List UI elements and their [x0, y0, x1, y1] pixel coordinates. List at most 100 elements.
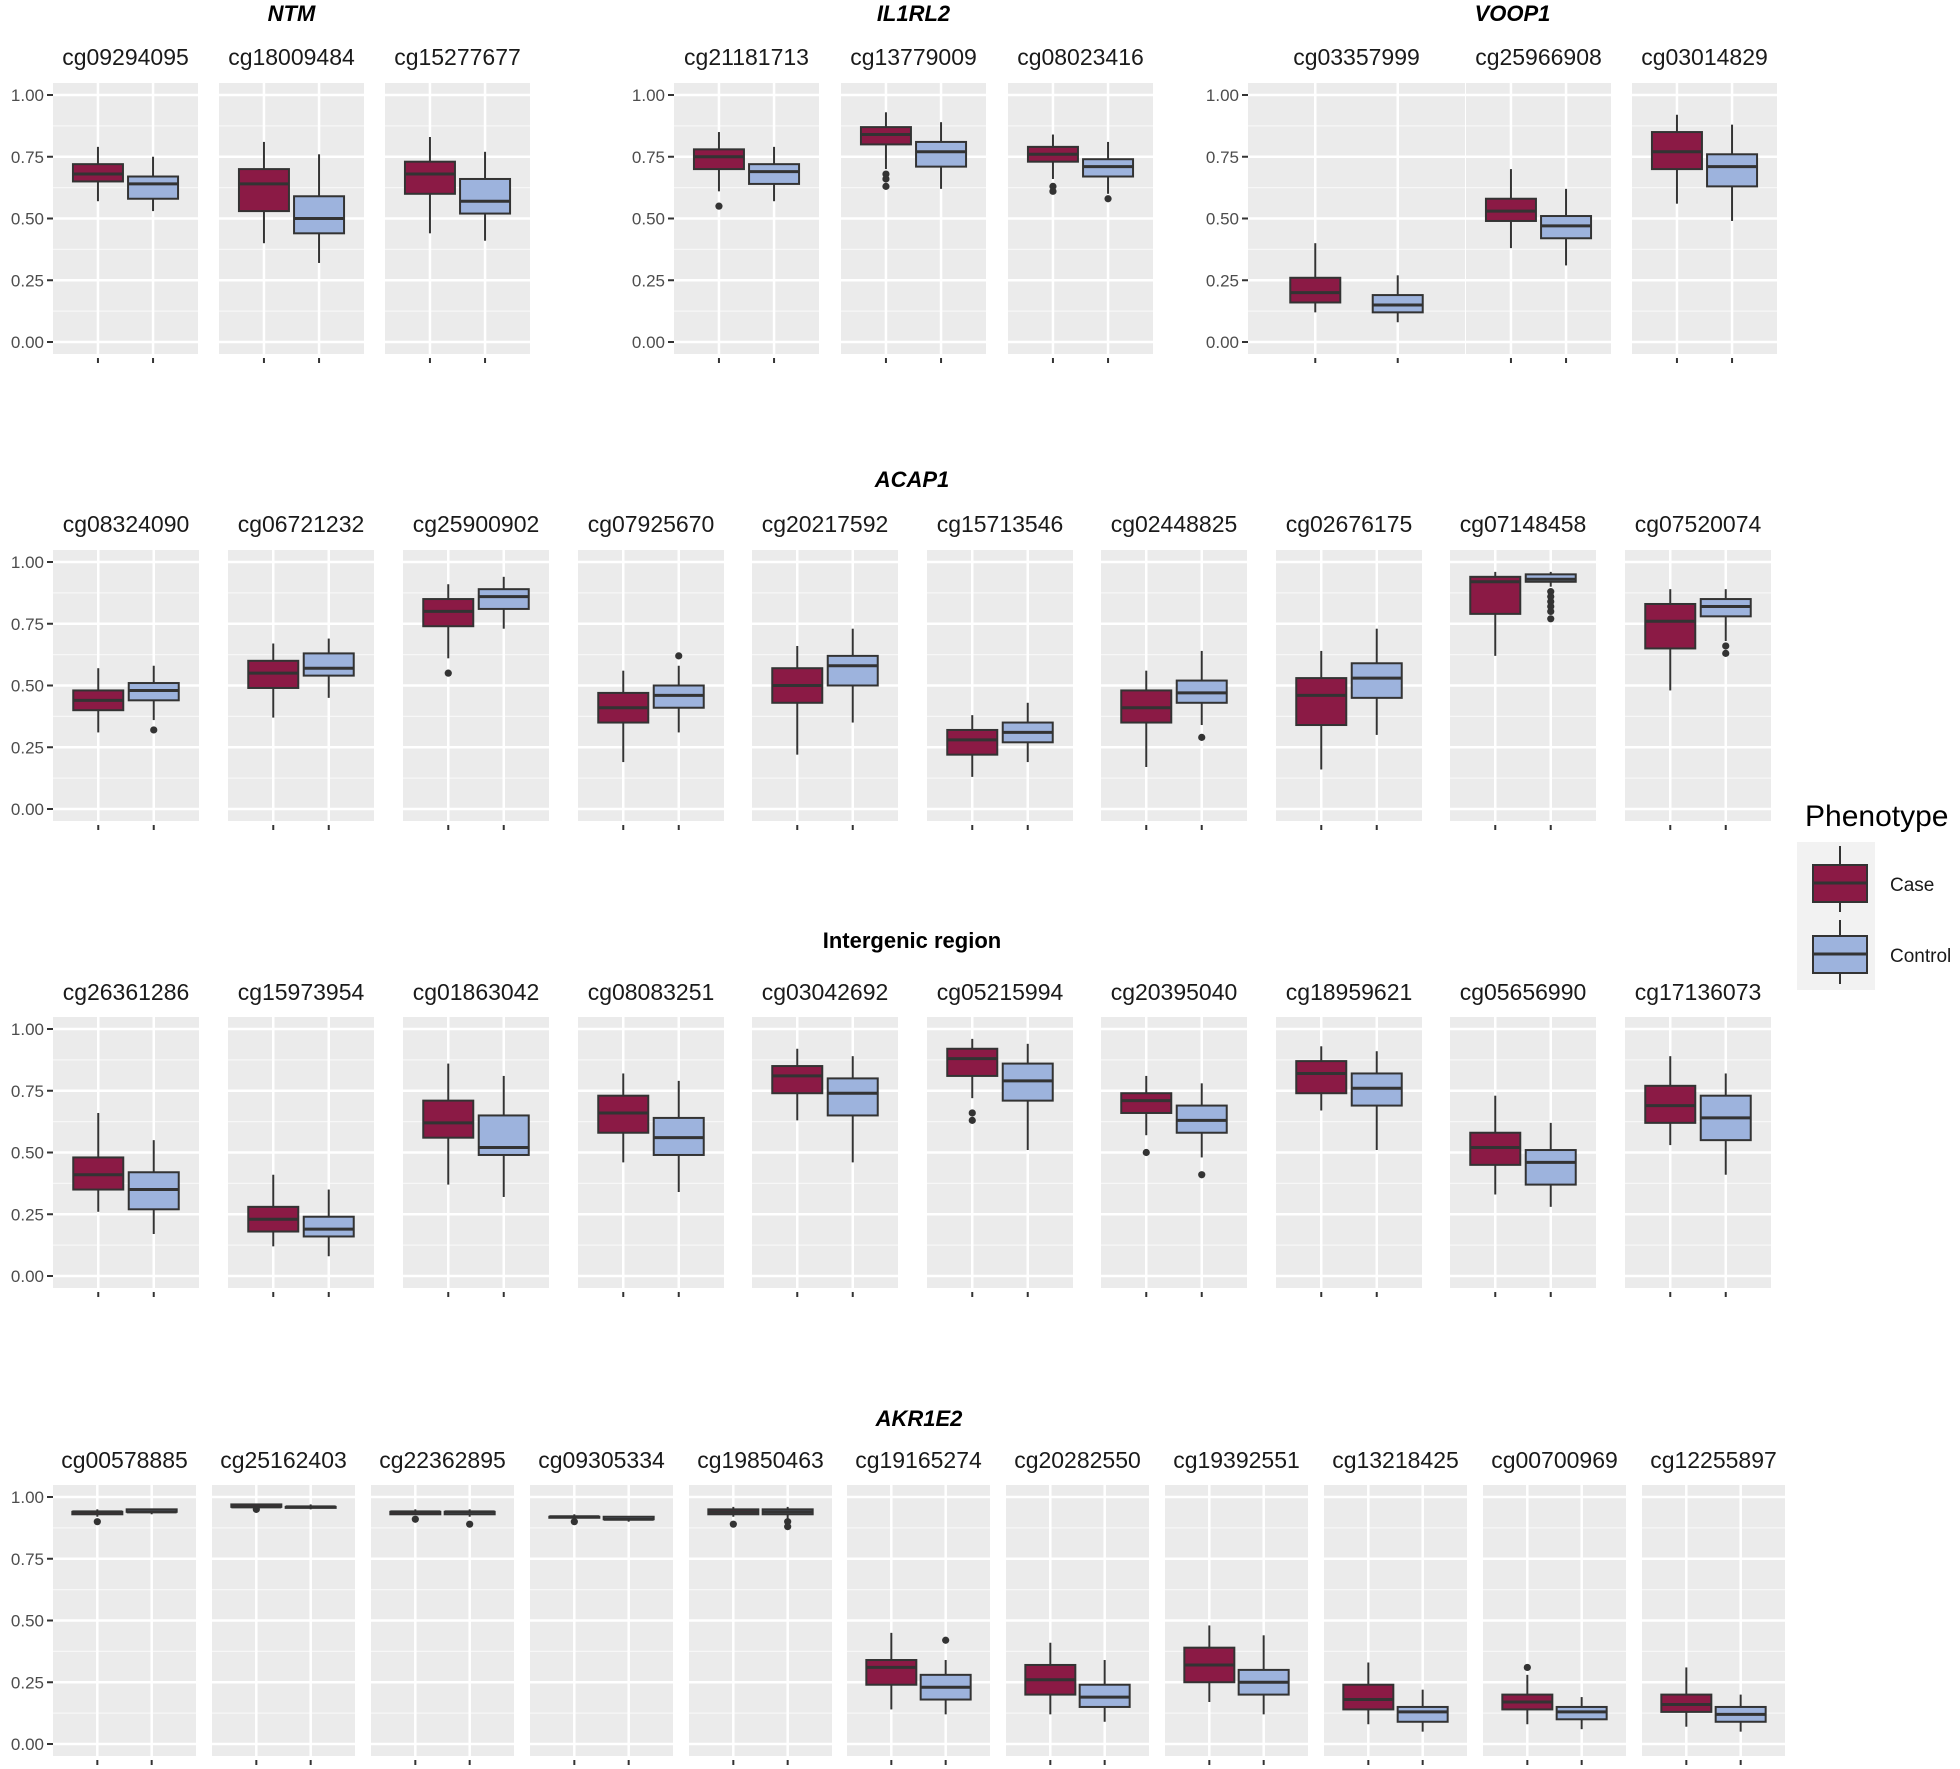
panel-strip-label: cg19165274: [855, 1447, 982, 1473]
box-case: [1650, 114, 1703, 204]
outlier-point-case: [882, 175, 890, 183]
box-control: [1175, 1083, 1228, 1179]
iqr-box-control: [1396, 1705, 1449, 1723]
panel-strip-label: cg07925670: [588, 511, 715, 537]
box-case: [692, 132, 745, 210]
box-control: [826, 628, 879, 723]
panel-strip-label: cg18009484: [228, 44, 355, 70]
panel-strip-label: cg09294095: [62, 44, 189, 70]
outlier-point-case: [444, 669, 452, 677]
outlier-point-control: [1547, 588, 1555, 596]
box-case: [1469, 571, 1522, 656]
outlier-point-control: [1722, 642, 1730, 650]
box-control: [1714, 1694, 1767, 1732]
box-control: [302, 638, 355, 698]
panel-cg17136073: cg17136073: [1625, 979, 1771, 1297]
iqr-box-case: [1289, 276, 1342, 304]
y-tick-label: 0.75: [1206, 148, 1239, 167]
y-tick-label: 0.50: [1206, 210, 1239, 229]
panel-strip-label: cg20395040: [1111, 979, 1238, 1005]
group-ntm: 0.00 0.25 0.50 0.75 1.00 cg09294095 cg18009484…: [11, 1, 530, 363]
panel-strip-label: cg13218425: [1332, 1447, 1459, 1473]
outlier-point-control: [1547, 597, 1555, 606]
panel-cg08324090: cg08324090: [53, 511, 199, 830]
box-control: [1371, 275, 1424, 323]
box-control: [1078, 1660, 1131, 1722]
box-control: [919, 1636, 972, 1715]
y-tick-label: 1.00: [632, 86, 665, 105]
box-control: [1699, 1073, 1752, 1175]
legend-key-control: [1812, 920, 1868, 984]
panel-strip-label: cg03357999: [1293, 44, 1420, 70]
iqr-box-control: [915, 140, 968, 168]
box-case: [1644, 589, 1697, 691]
outlier-point-control: [942, 1636, 950, 1644]
panel-strip-label: cg19850463: [697, 1447, 824, 1473]
outlier-point-control: [1722, 649, 1730, 657]
panel-cg07148458: cg07148458: [1450, 511, 1596, 830]
box-case: [946, 1038, 999, 1124]
box-control: [1175, 650, 1228, 741]
box-case: [72, 668, 125, 733]
panel-strip-label: cg05215994: [937, 979, 1064, 1005]
iqr-box-case: [865, 1659, 918, 1686]
box-control: [1524, 1122, 1577, 1207]
box-case: [422, 1063, 475, 1185]
panel-cg21181713: cg21181713: [674, 44, 819, 363]
iqr-box-control: [748, 163, 801, 185]
panel-cg15277677: cg15277677: [385, 44, 530, 363]
box-control: [284, 1504, 337, 1510]
panel-strip-label: cg26361286: [63, 979, 190, 1005]
panel-strip-label: cg03014829: [1641, 44, 1768, 70]
panel-strip-label: cg21181713: [684, 44, 809, 70]
box-case: [1501, 1663, 1554, 1725]
legend-key-case: [1812, 846, 1868, 912]
box-case: [1120, 670, 1173, 768]
box-control: [1350, 1051, 1403, 1151]
y-tick-label: 0.75: [11, 148, 44, 167]
outlier-point-control: [1547, 615, 1555, 623]
box-case: [422, 584, 475, 677]
box-control: [652, 652, 705, 733]
outlier-point-case: [1049, 182, 1057, 190]
panel-cg13218425: cg13218425: [1324, 1447, 1467, 1765]
box-control: [1540, 188, 1593, 266]
box-case: [72, 1112, 125, 1212]
box-case: [865, 1632, 918, 1710]
y-tick-label: 0.25: [11, 738, 44, 757]
box-control: [1001, 1043, 1054, 1151]
outlier-point-control: [466, 1520, 474, 1528]
outlier-point-case: [93, 1518, 101, 1526]
box-case: [1644, 1056, 1697, 1146]
box-control: [652, 1080, 705, 1193]
panel-cg25966908: cg25966908: [1466, 44, 1611, 363]
box-case: [230, 1503, 283, 1513]
panel-strip-label: cg15973954: [238, 979, 365, 1005]
panel-strip-label: cg06721232: [238, 511, 365, 537]
box-control: [302, 1189, 355, 1257]
y-tick-label: 0.00: [11, 1267, 44, 1286]
iqr-box-case: [1295, 1060, 1348, 1095]
panel-strip-label: cg25900902: [413, 511, 540, 537]
panel-strip-label: cg02448825: [1111, 511, 1238, 537]
box-control: [1699, 589, 1752, 657]
panel-strip-label: cg22362895: [379, 1447, 506, 1473]
box-case: [1024, 1642, 1077, 1715]
box-control: [443, 1509, 496, 1528]
box-control: [125, 1508, 178, 1515]
box-control: [477, 1075, 530, 1197]
iqr-box-control: [459, 177, 512, 215]
box-case: [1120, 1075, 1173, 1157]
legend-title: Phenotype: [1805, 800, 1948, 833]
iqr-box-case: [1342, 1683, 1395, 1711]
panel-cg00700969: cg00700969: [1483, 1447, 1626, 1765]
box-control: [1555, 1697, 1608, 1730]
panel-strip-label: cg25966908: [1475, 44, 1602, 70]
y-tick-label: 1.00: [11, 86, 44, 105]
legend: Phenotype Case Control: [1797, 800, 1951, 990]
panel-strip-label: cg20217592: [762, 511, 889, 537]
y-tick-label: 0.50: [11, 1144, 44, 1163]
y-tick-label: 0.25: [632, 271, 665, 290]
panel-cg03014829: cg03014829: [1632, 44, 1777, 363]
group-voop1: 0.00 0.25 0.50 0.75 1.00 cg03357999 cg25966908…: [1206, 1, 1777, 363]
